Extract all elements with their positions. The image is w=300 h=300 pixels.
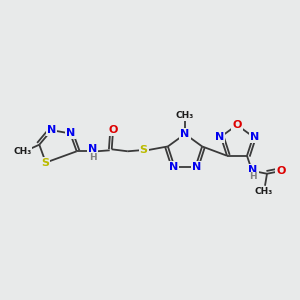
Text: N: N (47, 125, 56, 135)
Text: O: O (108, 125, 117, 135)
Text: S: S (41, 158, 49, 168)
Text: N: N (192, 162, 201, 172)
Text: CH₃: CH₃ (13, 147, 32, 156)
Text: N: N (169, 162, 178, 172)
Text: CH₃: CH₃ (255, 187, 273, 196)
Text: N: N (180, 129, 190, 139)
Text: O: O (276, 166, 286, 176)
Text: H: H (249, 172, 257, 181)
Text: N: N (88, 144, 97, 154)
Text: CH₃: CH₃ (176, 112, 194, 121)
Text: H: H (89, 153, 97, 162)
Text: N: N (66, 128, 75, 138)
Text: N: N (248, 165, 258, 175)
Text: N: N (250, 132, 259, 142)
Text: N: N (215, 132, 224, 142)
Text: S: S (140, 145, 148, 155)
Text: O: O (232, 120, 242, 130)
